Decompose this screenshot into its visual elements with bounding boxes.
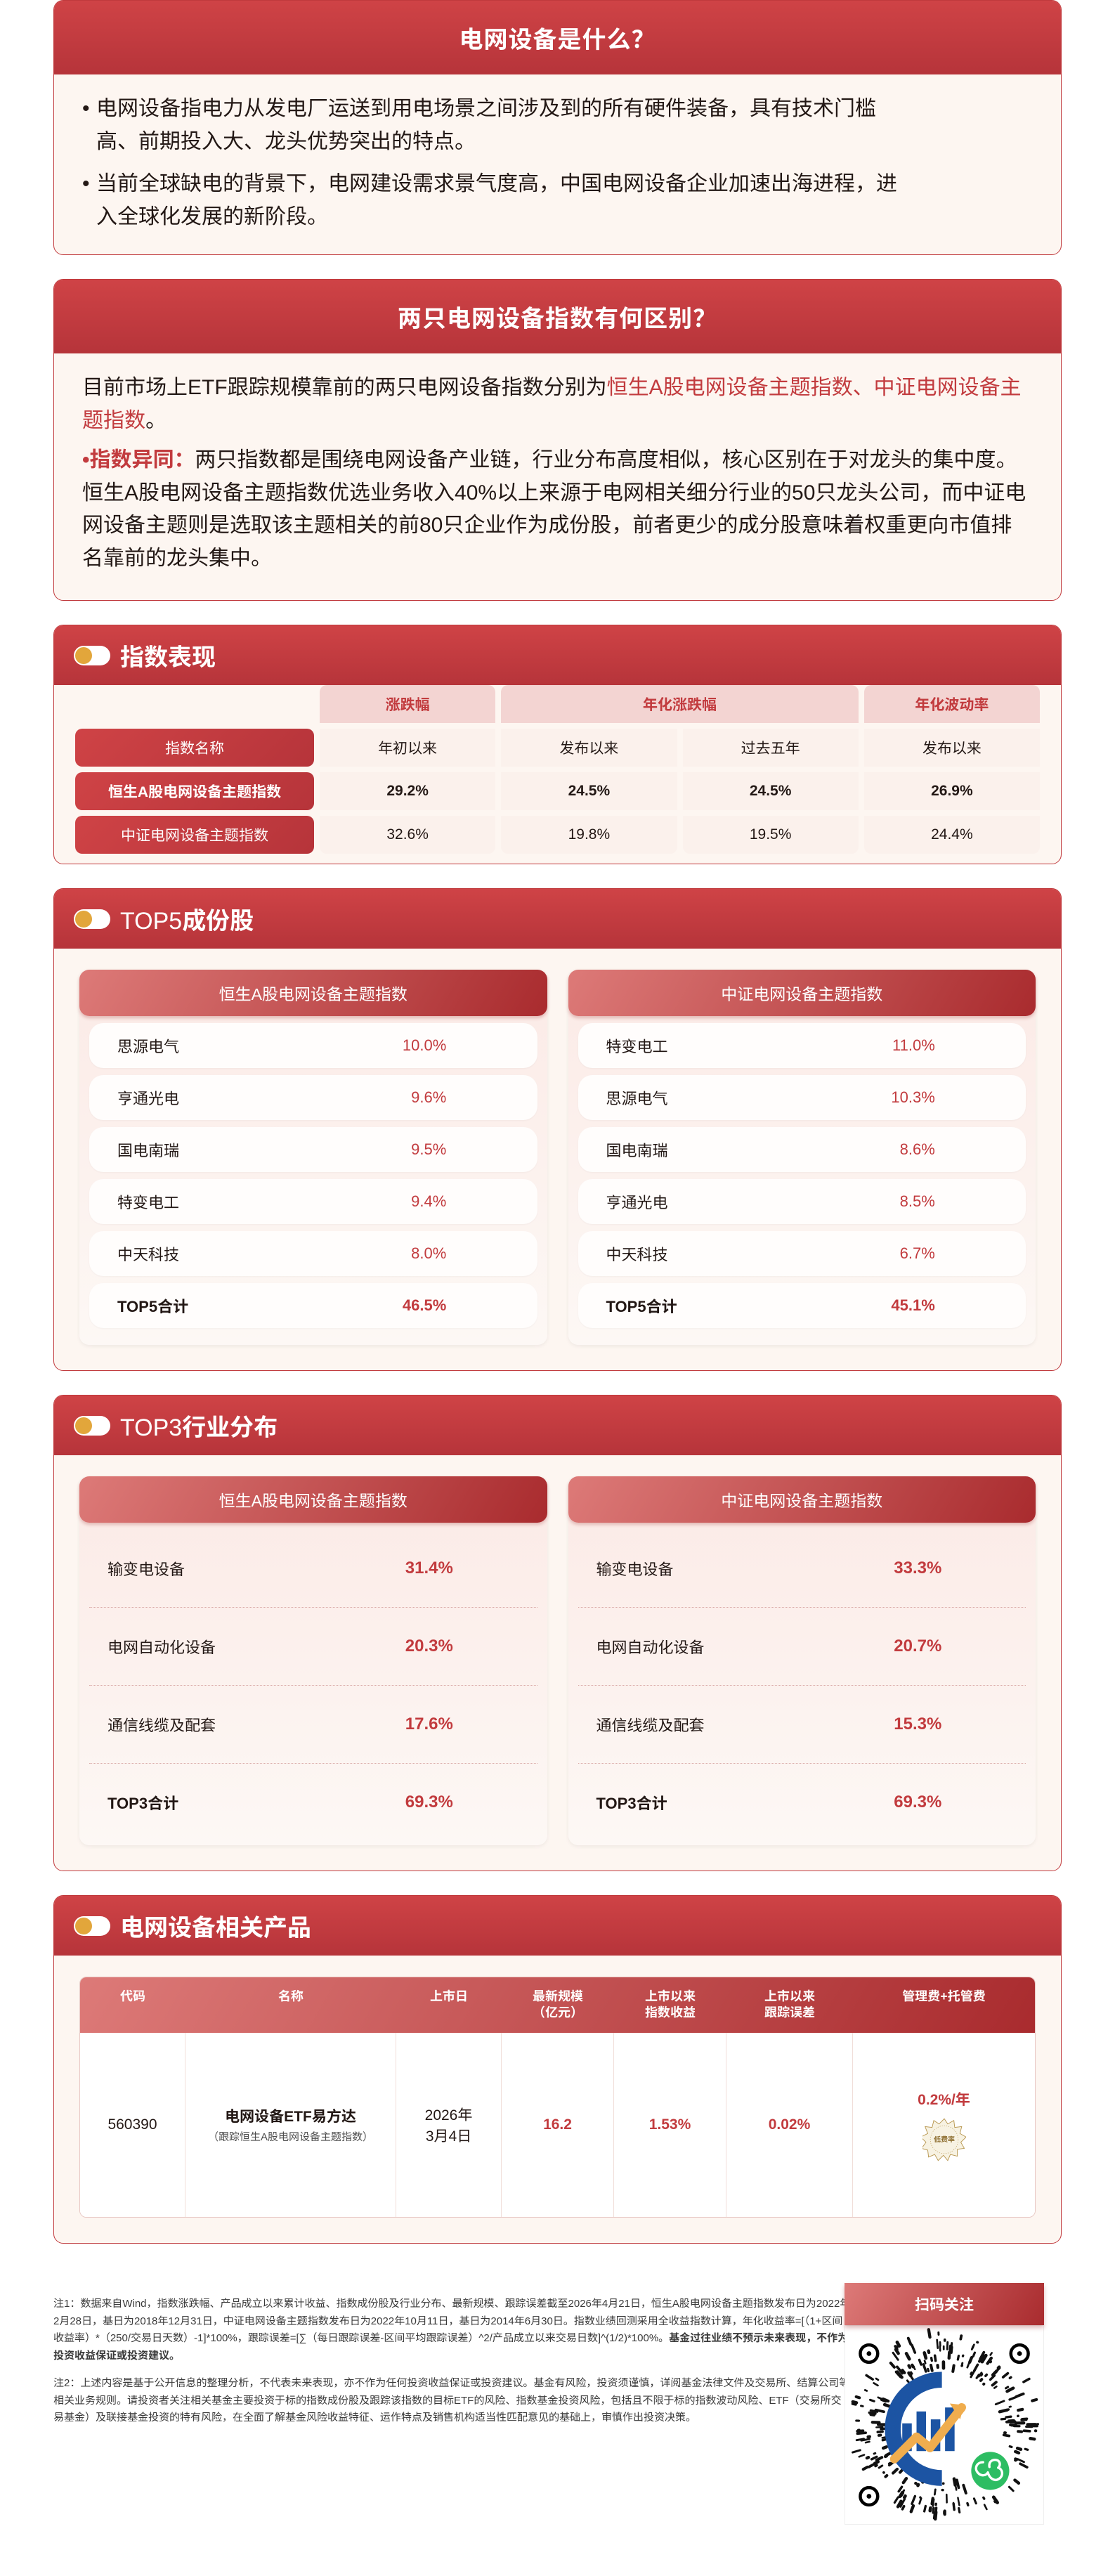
svg-text:低费率: 低费率 xyxy=(934,2135,955,2144)
